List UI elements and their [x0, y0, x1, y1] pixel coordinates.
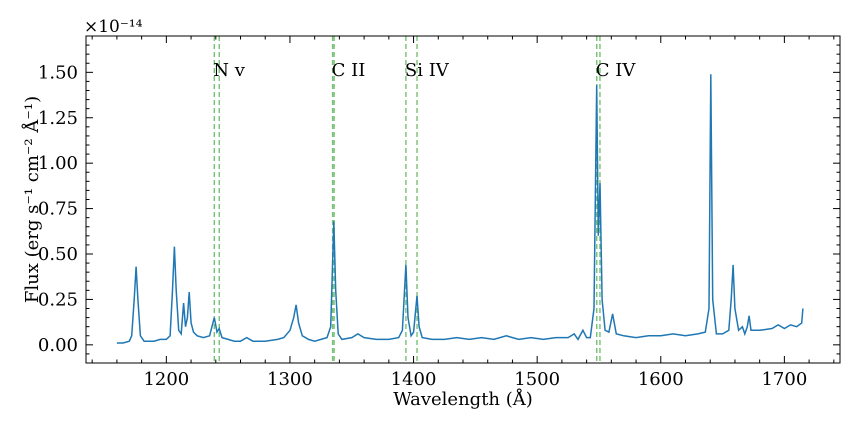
- y-axis-title: Flux (erg s⁻¹ cm⁻² Å⁻¹): [21, 96, 43, 303]
- x-tick-label: 1200: [143, 369, 189, 390]
- y-tick-label: 0.50: [38, 244, 78, 265]
- y-offset-label: ×10⁻¹⁴: [84, 17, 143, 37]
- x-tick-label: 1300: [267, 369, 313, 390]
- reference-lines: [213, 36, 601, 363]
- y-tick-label: 0.25: [38, 289, 78, 310]
- y-tick-label: 1.00: [38, 153, 78, 174]
- reference-line-labels: N v C II Si IV C IV: [213, 60, 636, 81]
- plot-frame: [85, 35, 841, 364]
- x-tick-label: 1400: [391, 369, 437, 390]
- reference-line-label: N v: [213, 60, 245, 81]
- reference-line-label: C II: [332, 60, 366, 81]
- y-tick-label: 1.50: [38, 62, 78, 83]
- reference-line-label: Si IV: [405, 60, 450, 81]
- x-axis-title: Wavelength (Å): [393, 388, 533, 410]
- y-tick-label: 0.00: [38, 335, 78, 356]
- flux-series-line: [116, 74, 804, 344]
- y-tick-label: 0.75: [38, 199, 78, 220]
- y-tick-label: 1.25: [38, 108, 78, 129]
- x-tick-label: 1600: [638, 369, 684, 390]
- x-tick-label: 1700: [761, 369, 807, 390]
- axis-ticks: 1200 1300 1400 1500 1600 1700 0.00 0.25 0.50 0.75…: [38, 36, 840, 390]
- x-tick-label: 1500: [514, 369, 560, 390]
- reference-line-label: C IV: [596, 60, 637, 81]
